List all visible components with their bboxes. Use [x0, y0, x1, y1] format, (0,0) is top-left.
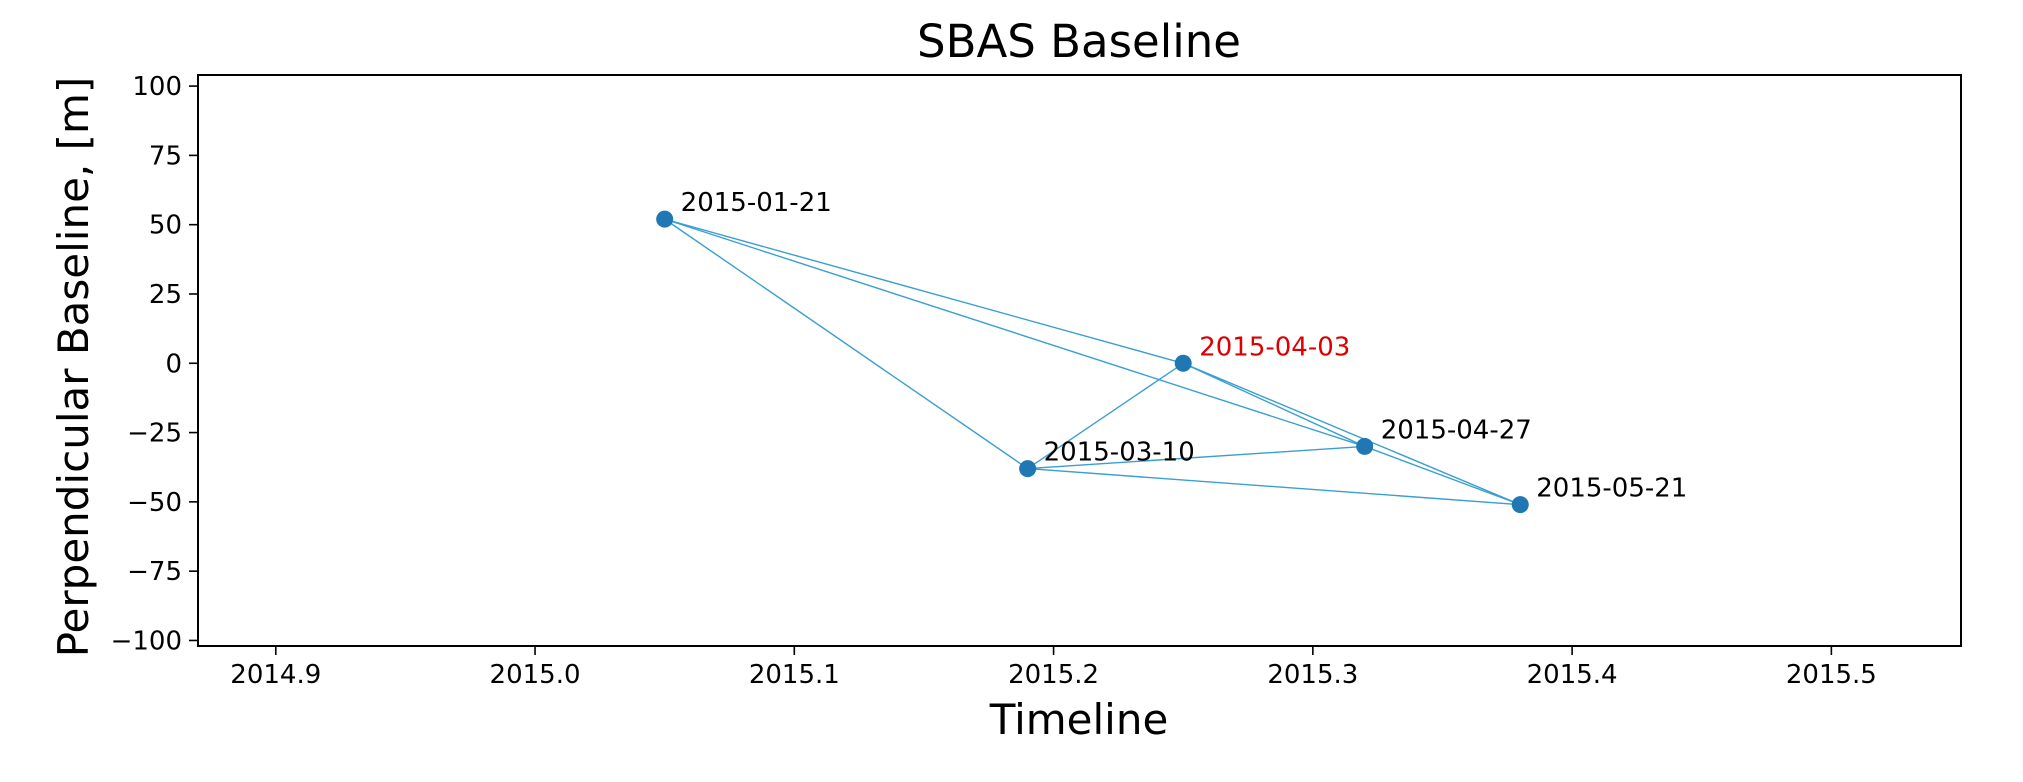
- y-tick-label: 100: [132, 72, 182, 102]
- acquisition-points: [656, 210, 1529, 514]
- acquisition-point: [1174, 354, 1192, 372]
- acquisition-point: [1356, 437, 1374, 455]
- pair-edge: [664, 218, 1365, 448]
- y-axis-ticks: 100 75 50 25 0 −25 −50 −75 −100: [111, 72, 198, 656]
- y-tick-label: −100: [111, 626, 182, 656]
- x-tick-label: 2015.2: [1008, 660, 1099, 690]
- pair-edge: [1027, 467, 1521, 506]
- pair-edge: [1364, 445, 1521, 506]
- pair-edge: [1027, 362, 1184, 470]
- acquisition-date-label: 2015-01-21: [681, 188, 832, 218]
- y-tick-label: −50: [127, 488, 182, 518]
- plot-area-frame: [197, 74, 1962, 647]
- pair-edge: [664, 218, 1184, 364]
- x-tick-label: 2015.0: [490, 660, 581, 690]
- pair-edge: [1027, 445, 1365, 470]
- chart-title: SBAS Baseline: [917, 15, 1241, 68]
- x-tick-label: 2015.4: [1527, 660, 1618, 690]
- acquisition-point: [656, 210, 674, 228]
- acquisition-date-label: 2015-04-27: [1381, 415, 1532, 445]
- pair-edge: [1182, 362, 1365, 448]
- reference-date-label: 2015-04-03: [1199, 332, 1350, 362]
- x-axis-ticks: 2014.9 2015.0 2015.1 2015.2 2015.3 2015.4 2015…: [230, 646, 1877, 690]
- y-tick-label: 75: [149, 141, 182, 171]
- x-axis-label: Timeline: [989, 695, 1169, 744]
- x-tick-label: 2014.9: [230, 660, 321, 690]
- acquisition-point: [1511, 496, 1529, 514]
- pair-edge: [664, 218, 1029, 470]
- y-axis-label: Perpendicular Baseline, [m]: [49, 77, 98, 658]
- x-tick-label: 2015.1: [749, 660, 840, 690]
- acquisition-point: [1019, 460, 1037, 478]
- acquisition-date-label: 2015-03-10: [1044, 438, 1195, 468]
- x-tick-label: 2015.3: [1267, 660, 1358, 690]
- y-tick-label: 50: [149, 211, 182, 241]
- acquisition-date-label: 2015-05-21: [1536, 474, 1687, 504]
- y-tick-label: 0: [165, 349, 182, 379]
- y-tick-label: −75: [127, 557, 182, 587]
- y-tick-label: 25: [149, 280, 182, 310]
- x-tick-label: 2015.5: [1786, 660, 1877, 690]
- pair-edges: [664, 218, 1521, 506]
- pair-edge: [1182, 362, 1521, 506]
- acquisition-labels: 2015-01-21 2015-03-10 2015-04-03 2015-04-27…: [681, 188, 1688, 504]
- y-tick-label: −25: [127, 419, 182, 449]
